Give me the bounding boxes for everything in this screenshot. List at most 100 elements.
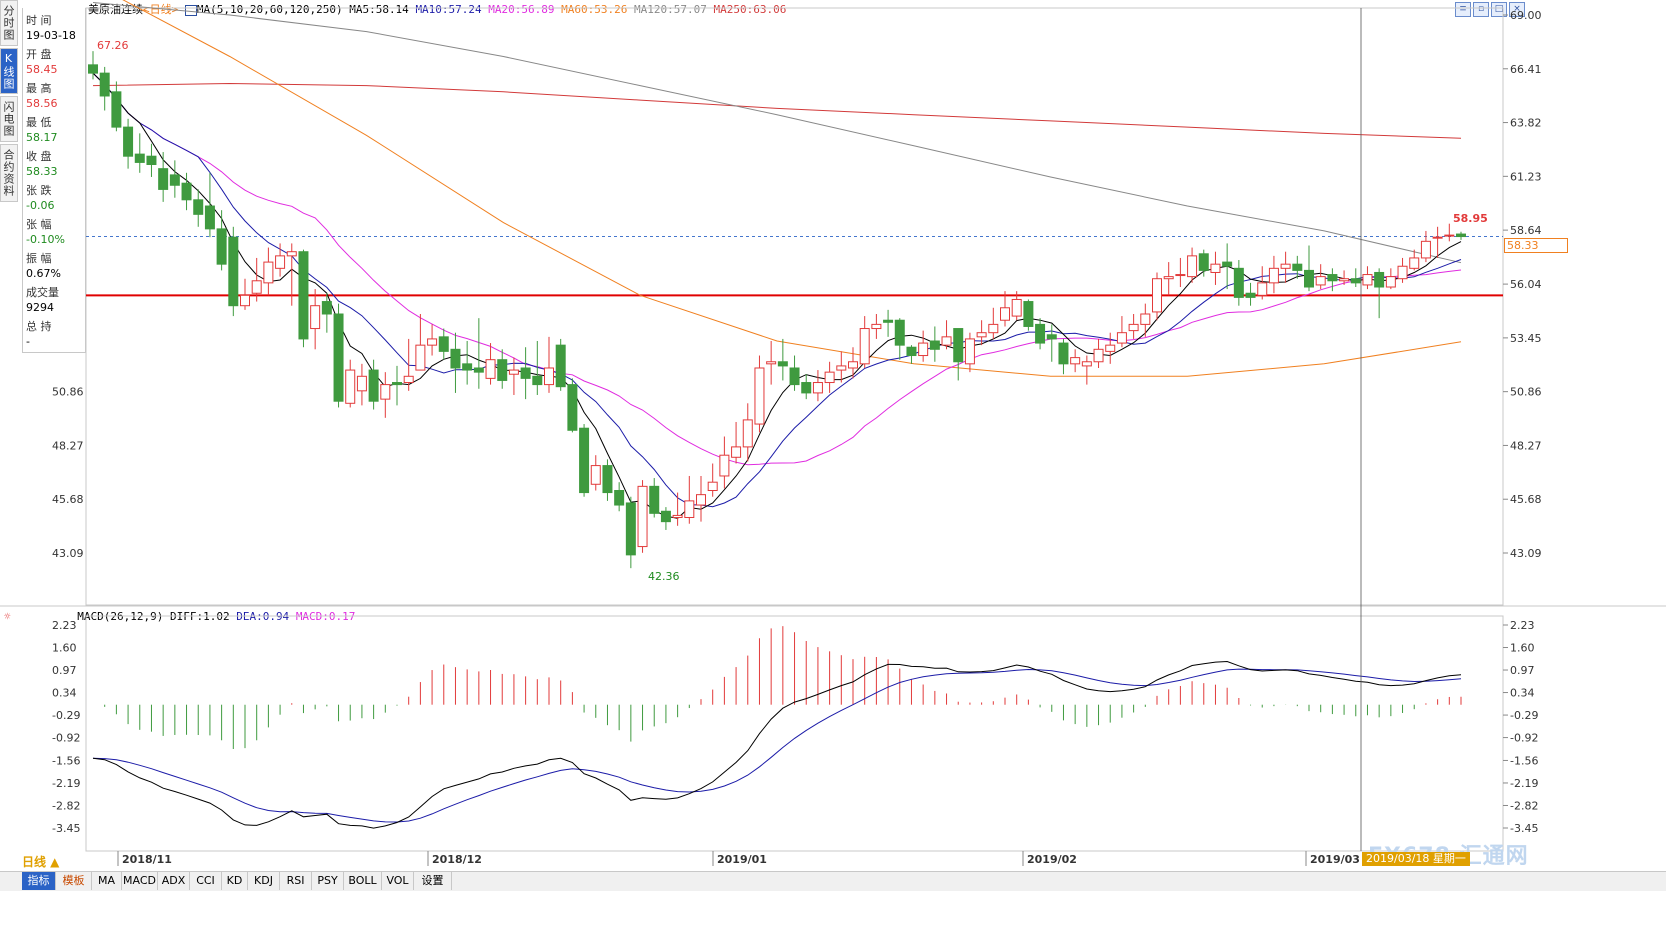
ma-settings-icon[interactable] <box>184 4 197 16</box>
toolbar-kdj[interactable]: KDJ <box>248 872 280 890</box>
chart-canvas[interactable]: 69.00 66.41 63.82 61.23 58.64 56.04 53.45 50.86… <box>0 0 1666 872</box>
toolbar-settings[interactable]: 设置 <box>414 872 452 890</box>
candle-body <box>403 375 414 384</box>
toolbar-boll[interactable]: BOLL <box>344 872 382 890</box>
toolbar-kd[interactable]: KD <box>222 872 248 890</box>
price-axis: 69.00 66.41 63.82 61.23 58.64 56.04 53.45 50.86… <box>52 9 1542 560</box>
candle-body <box>380 384 391 400</box>
main-chart-title: 美原油连续<日线> MA(5,10,20,60,120,250) MA5:58.… <box>88 1 786 17</box>
candle-body <box>672 514 683 518</box>
left-price-tick-label: 45.68 <box>52 493 84 506</box>
view-tabs: 分时图 K线图 闪电图 合约资料 <box>0 0 19 260</box>
low-annotation: 42.36 <box>648 570 680 583</box>
candle-body <box>286 251 297 257</box>
candle-body <box>1105 344 1116 352</box>
toolbar-template[interactable]: 模板 <box>56 872 92 890</box>
tab-flash[interactable]: 闪电图 <box>0 96 18 142</box>
candle-body <box>894 319 905 346</box>
candle-body <box>251 280 262 294</box>
tab-timeshare[interactable]: 分时图 <box>0 0 18 46</box>
candle-body <box>497 359 508 381</box>
candle-body <box>637 485 648 548</box>
toolbar-psy[interactable]: PSY <box>312 872 344 890</box>
left-macd-tick-label: 0.34 <box>52 687 77 700</box>
candle-body <box>123 126 134 157</box>
candle-body <box>1409 257 1420 269</box>
candle-body <box>941 336 952 346</box>
toolbar-indicator[interactable]: 指标 <box>22 872 56 890</box>
left-macd-tick-label: -1.56 <box>52 754 80 767</box>
toolbar-adx[interactable]: ADX <box>158 872 190 890</box>
candle-body <box>754 367 765 425</box>
left-macd-tick-label: -2.82 <box>52 799 80 812</box>
diff-line <box>92 660 1462 829</box>
candle-body <box>1210 263 1221 273</box>
macd-tick-label: -2.82 <box>1510 799 1538 812</box>
toolbar-ma[interactable]: MA <box>92 872 122 890</box>
candle-body <box>169 174 180 186</box>
date-axis: 2018/11 2018/12 2019/01 2019/02 2019/03 <box>117 851 1360 866</box>
candle-body <box>1397 265 1408 280</box>
macd-tick-label: -0.29 <box>1510 709 1538 722</box>
close-value: 58.33 <box>26 165 58 178</box>
candle-body <box>1362 274 1373 286</box>
moving-averages <box>92 0 1462 519</box>
date-tick-label: 2019/03 <box>1310 853 1360 866</box>
candle-body <box>696 494 706 506</box>
close-label: 收 盘 <box>26 150 52 163</box>
toolbar-rsi[interactable]: RSI <box>280 872 312 890</box>
candle-body <box>988 323 999 334</box>
toolbar-macd[interactable]: MACD <box>122 872 158 890</box>
candle-body <box>579 427 590 494</box>
left-price-tick-label: 43.09 <box>52 547 84 560</box>
candle-body <box>473 367 484 373</box>
macd-tick-label: 0.97 <box>1510 664 1535 677</box>
macd-settings-icon[interactable]: ☼ <box>4 610 11 623</box>
ma60-line <box>122 0 1462 377</box>
macd-tick-label: -1.56 <box>1510 754 1538 767</box>
macd-tick-label: 0.34 <box>1510 687 1535 700</box>
tab-kline[interactable]: K线图 <box>0 48 18 94</box>
candle-body <box>964 338 975 365</box>
period-selector[interactable]: 日线 ▲ <box>22 855 60 869</box>
candle-body <box>1315 276 1326 286</box>
candle-body <box>871 323 882 330</box>
left-macd-tick-label: -2.19 <box>52 777 80 790</box>
date-tick-label: 2019/01 <box>717 853 767 866</box>
candle-body <box>1257 282 1268 296</box>
toolbar-vol[interactable]: VOL <box>382 872 414 890</box>
close-icon[interactable]: × <box>1509 2 1525 17</box>
last-price-tag: 58.33 <box>1504 238 1568 253</box>
high-value: 58.56 <box>26 97 58 110</box>
candle-body <box>181 182 192 201</box>
candle-body <box>1152 278 1162 313</box>
price-tick-label: 69.00 <box>1510 9 1542 22</box>
ma10-line <box>92 72 1462 508</box>
candle-body <box>1268 267 1279 284</box>
minimize-icon[interactable]: ▫ <box>1473 2 1489 17</box>
candle-body <box>134 153 145 163</box>
tab-contract-info[interactable]: 合约资料 <box>0 144 18 202</box>
candle-body <box>1140 313 1151 325</box>
ma250-value: MA250:63.06 <box>713 3 787 16</box>
ma20-value: MA20:56.89 <box>488 3 555 16</box>
cursor-weekday: 星期一 <box>1432 852 1466 865</box>
pct-label: 张 幅 <box>26 218 52 231</box>
toolbar-cci[interactable]: CCI <box>190 872 222 890</box>
candle-body <box>777 361 788 367</box>
candle-body <box>228 236 239 307</box>
candle-body <box>859 328 870 365</box>
volume-value: 9294 <box>26 301 54 314</box>
price-tick-label: 53.45 <box>1510 332 1542 345</box>
candle-body <box>310 305 321 330</box>
open-interest-label: 总 持 <box>26 320 52 333</box>
macd-axis: 2.23 1.60 0.97 0.34 -0.29 -0.92 -1.56 -2.19 -2.8… <box>52 619 1538 835</box>
ma10-value: MA10:57.24 <box>415 3 482 16</box>
candle-body <box>742 419 753 448</box>
candle-body <box>1023 301 1034 327</box>
candle-body <box>1175 274 1186 277</box>
macd-tick-label: -2.19 <box>1510 777 1538 790</box>
indicator-toolbar: 指标 模板 MA MACD ADX CCI KD KDJ RSI PSY BOL… <box>0 871 1666 891</box>
back-icon[interactable]: ≡ <box>1455 2 1471 17</box>
